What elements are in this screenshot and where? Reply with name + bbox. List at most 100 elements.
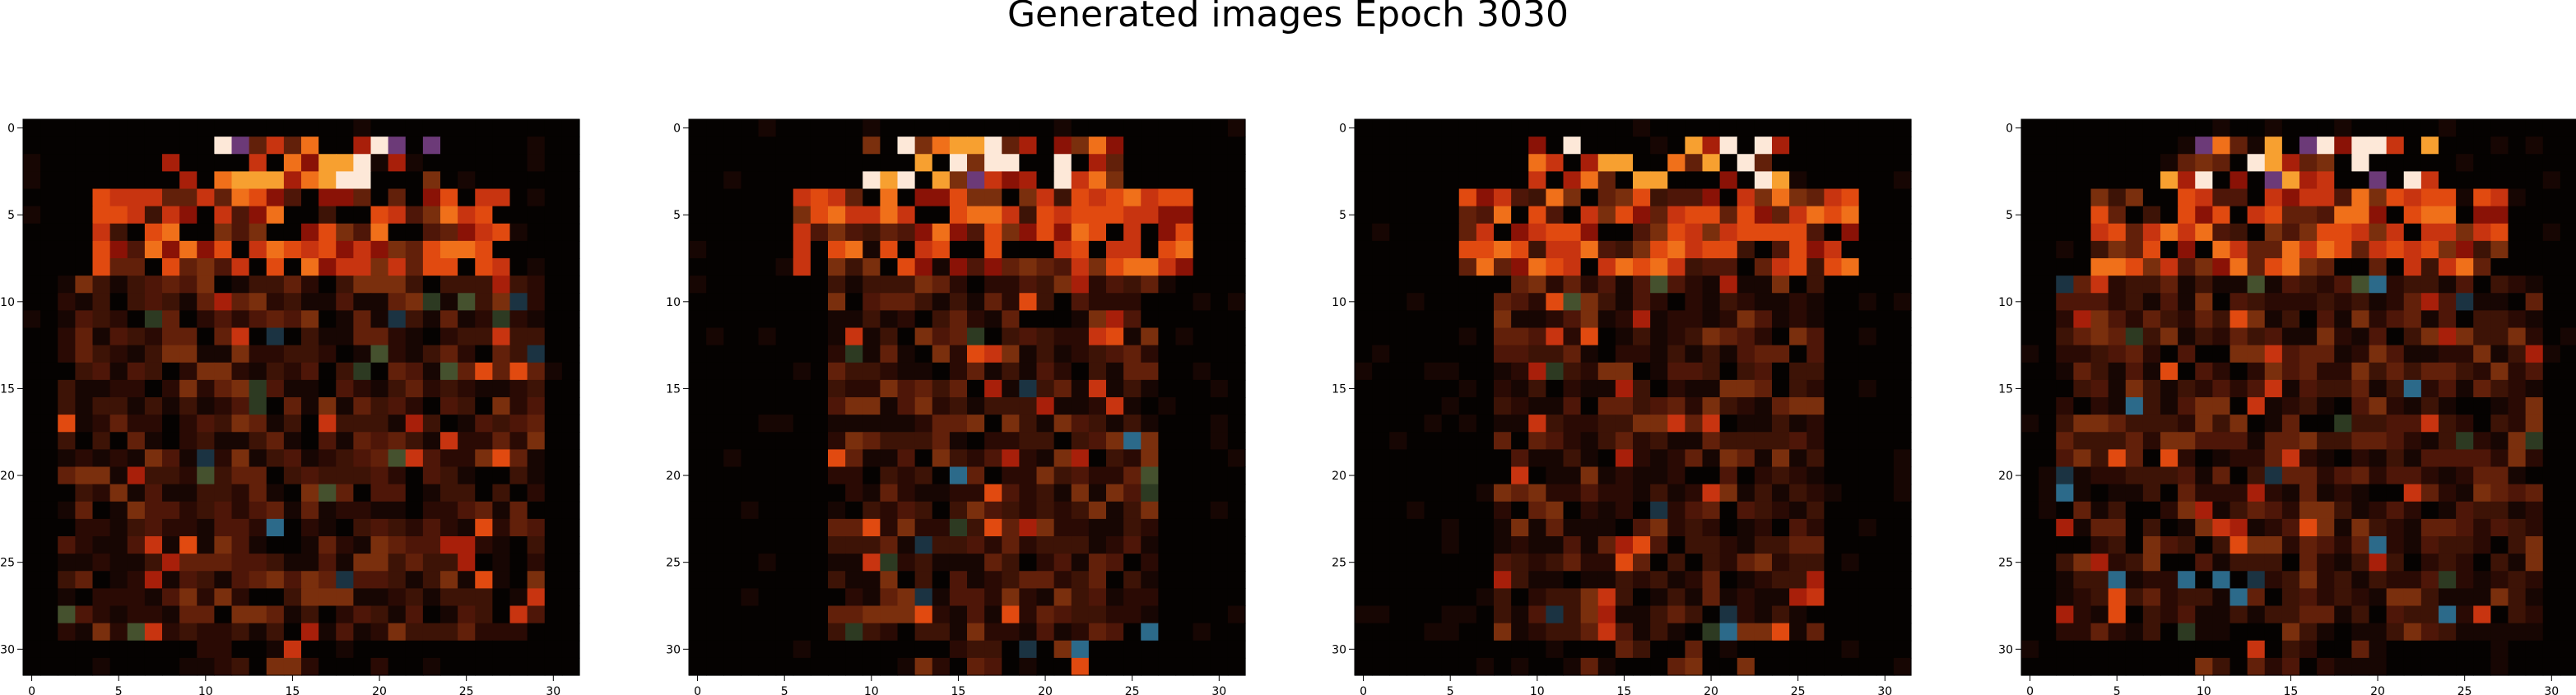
heatmap-cell [1563, 379, 1582, 398]
heatmap-cell [1893, 137, 1912, 155]
heatmap-cell [370, 536, 389, 554]
heatmap-cell [689, 449, 707, 468]
heatmap-cell [2299, 536, 2318, 554]
heatmap-cell [741, 397, 760, 415]
heatmap-cell [1494, 188, 1512, 207]
heatmap-cell [353, 362, 372, 381]
heatmap-cell [1053, 310, 1072, 329]
heatmap-cell [2281, 240, 2300, 259]
heatmap-cell [2439, 536, 2457, 554]
heatmap-cell [2369, 640, 2388, 659]
heatmap-cell [1424, 137, 1443, 155]
x-tick-label: 0 [2026, 685, 2034, 695]
heatmap-cell [1355, 554, 1373, 572]
heatmap-cell [2560, 379, 2576, 398]
heatmap-cell [723, 137, 742, 155]
heatmap-cell [1088, 240, 1107, 259]
heatmap-cell [741, 171, 760, 190]
heatmap-cell [2178, 605, 2196, 624]
heatmap-cell [1227, 310, 1246, 329]
heatmap-cell [179, 293, 198, 311]
heatmap-cell [92, 623, 111, 642]
heatmap-cell [353, 466, 372, 485]
heatmap-cell [1858, 362, 1877, 381]
heatmap-cell [2039, 588, 2057, 607]
heatmap-cell [1036, 206, 1055, 225]
heatmap-cell [758, 310, 777, 329]
heatmap-cell [283, 657, 302, 676]
heatmap-cell [231, 415, 250, 433]
heatmap-cell [509, 588, 528, 607]
heatmap-cell [1123, 276, 1142, 294]
heatmap-cell [561, 415, 580, 433]
heatmap-cell [689, 605, 707, 624]
heatmap-cell [58, 518, 76, 537]
heatmap-cell [828, 640, 846, 659]
heatmap-cell [1824, 206, 1843, 225]
heatmap-cell [914, 571, 933, 589]
heatmap-cell [1210, 554, 1229, 572]
heatmap-cell [1002, 518, 1020, 537]
heatmap-cell [1893, 206, 1912, 225]
heatmap-cell [2490, 119, 2509, 137]
heatmap-cell [1702, 605, 1721, 624]
heatmap-cell [1789, 640, 1807, 659]
heatmap-cell [1702, 223, 1721, 242]
heatmap-cell [1106, 345, 1124, 364]
heatmap-cell [828, 623, 846, 642]
heatmap-cell [2264, 571, 2283, 589]
heatmap-cell [283, 240, 302, 259]
heatmap-cell [266, 640, 285, 659]
heatmap-cell [2281, 554, 2300, 572]
heatmap-cell [1563, 293, 1582, 311]
heatmap-cell [2264, 501, 2283, 520]
heatmap-cell [2281, 258, 2300, 276]
heatmap-cell [1876, 188, 1895, 207]
heatmap-cell [2230, 466, 2248, 485]
heatmap-cell [706, 536, 724, 554]
heatmap-cell [1141, 379, 1159, 398]
heatmap-cell [422, 449, 441, 468]
heatmap-cell [2420, 623, 2439, 642]
heatmap-cell [422, 588, 441, 607]
heatmap-cell [1858, 605, 1877, 624]
heatmap-cell [2090, 206, 2109, 225]
heatmap-cell [1597, 588, 1616, 607]
heatmap-cell [2490, 345, 2509, 364]
heatmap-cell [2090, 484, 2109, 503]
heatmap-cell [2560, 449, 2576, 468]
heatmap-cell [1106, 397, 1124, 415]
heatmap-cell [1036, 293, 1055, 311]
heatmap-cell [1806, 501, 1825, 520]
heatmap-cell [2212, 327, 2231, 346]
heatmap-cell [1053, 293, 1072, 311]
heatmap-cell [388, 432, 407, 450]
heatmap-cell [880, 276, 899, 294]
heatmap-cell [1824, 432, 1843, 450]
heatmap-cell [706, 137, 724, 155]
heatmap-cell [810, 657, 829, 676]
heatmap-cell [2021, 206, 2039, 225]
heatmap-cell [440, 310, 458, 329]
heatmap-cell [706, 154, 724, 172]
heatmap-cell [2195, 240, 2213, 259]
heatmap-cell [2212, 310, 2231, 329]
x-tick-label: 15 [951, 685, 966, 695]
heatmap-cell [2334, 137, 2352, 155]
heatmap-cell [2056, 536, 2074, 554]
heatmap-cell [2299, 258, 2318, 276]
heatmap-cell [2490, 379, 2509, 398]
heatmap-cell [1754, 554, 1773, 572]
heatmap-cell [1546, 327, 1565, 346]
heatmap-cell [2142, 466, 2161, 485]
x-tick-label: 10 [1530, 685, 1545, 695]
heatmap-cell [1158, 188, 1177, 207]
heatmap-cell [810, 415, 829, 433]
heatmap-cell [301, 276, 319, 294]
heatmap-cell [1036, 345, 1055, 364]
heatmap-cell [1719, 345, 1738, 364]
heatmap-cell [144, 345, 163, 364]
heatmap-cell [440, 188, 458, 207]
heatmap-cell [2299, 188, 2318, 207]
heatmap-cell [1806, 223, 1825, 242]
